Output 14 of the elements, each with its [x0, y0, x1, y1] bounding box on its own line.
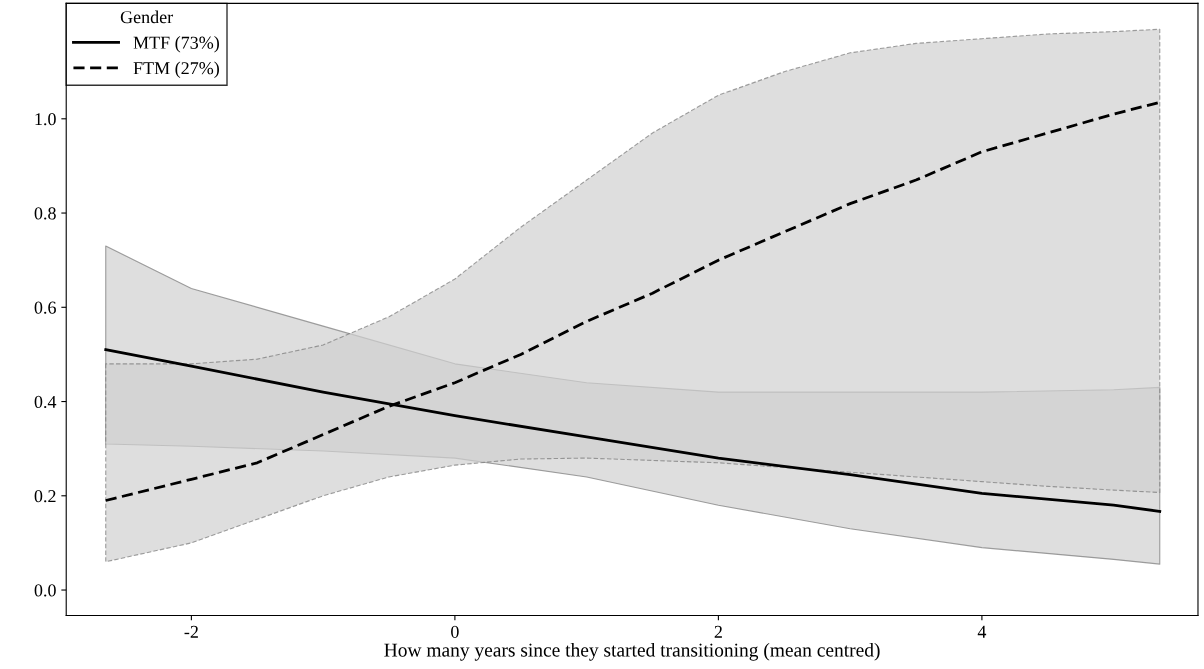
x-tick-label: -2 [184, 625, 198, 638]
y-tick-label: 0.6 [34, 301, 56, 314]
legend-title: Gender [120, 10, 174, 24]
legend-label: FTM (27%) [133, 61, 219, 78]
legend-label: MTF (73%) [133, 36, 219, 53]
y-tick-label: 0.4 [34, 395, 57, 409]
x-tick-label: 4 [977, 625, 987, 638]
y-tick-label: 1.0 [35, 113, 56, 126]
y-tick-label: 0.2 [34, 490, 56, 503]
y-tick-label: 0.8 [34, 207, 56, 220]
x-axis-title: How many years since they started transitioning (mean centred) [384, 642, 880, 661]
x-tick-label: 0 [451, 625, 459, 638]
x-tick-label: 2 [714, 625, 722, 638]
y-tick-label: 0.0 [34, 584, 56, 597]
